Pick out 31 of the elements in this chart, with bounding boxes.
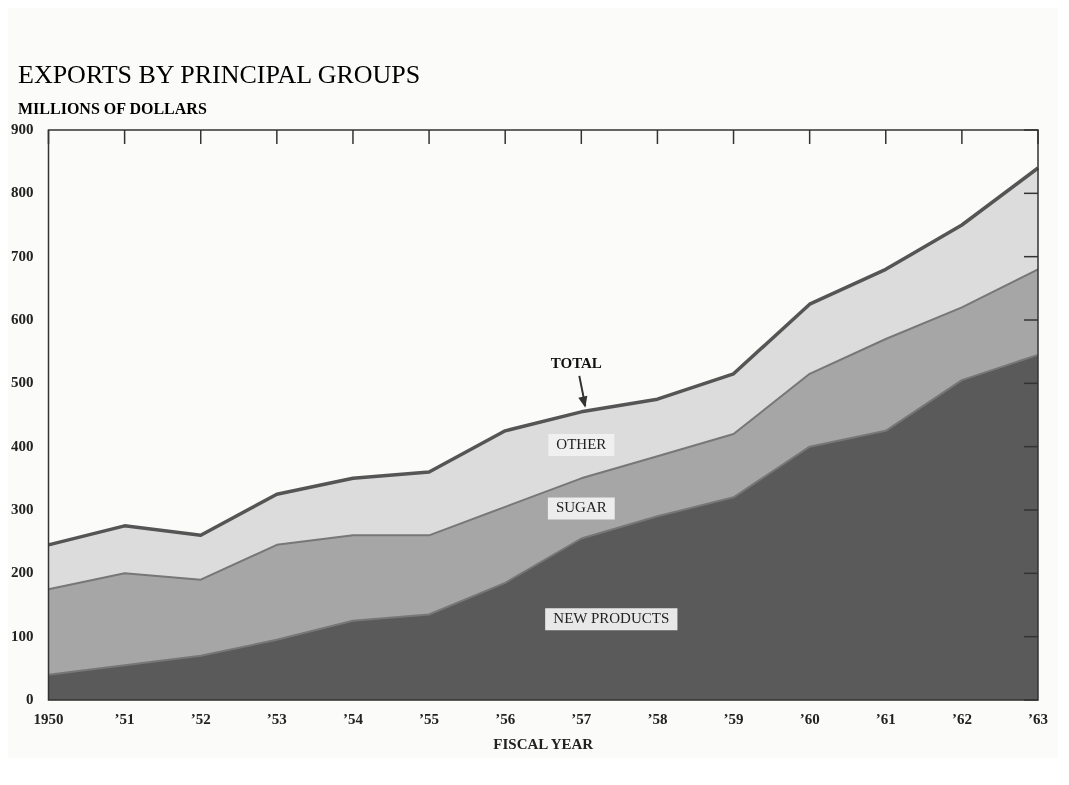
x-tick-label: ’61 [875, 710, 896, 727]
y-tick-label: 100 [11, 627, 34, 644]
x-tick-label: ’55 [419, 710, 440, 727]
x-tick-label: ’59 [723, 710, 744, 727]
y-tick-label: 300 [11, 500, 34, 517]
y-tick-label: 200 [11, 564, 34, 581]
x-tick-label: ’53 [266, 710, 287, 727]
y-tick-label: 900 [11, 120, 34, 137]
x-tick-label: ’58 [647, 710, 668, 727]
x-axis-title: FISCAL YEAR [493, 735, 594, 752]
series-label: SUGAR [555, 499, 607, 516]
y-tick-label: 700 [11, 247, 34, 264]
x-tick-label: ’56 [495, 710, 516, 727]
y-tick-label: 0 [26, 690, 34, 707]
y-tick-label: 800 [11, 184, 34, 201]
y-tick-label: 500 [11, 374, 34, 391]
chart-title: EXPORTS BY PRINCIPAL GROUPS [17, 59, 422, 90]
series-label: NEW PRODUCTS [553, 610, 670, 627]
x-tick-label: ’62 [951, 710, 972, 727]
x-tick-label: 1950 [33, 710, 64, 727]
x-tick-label: ’52 [190, 710, 211, 727]
y-axis-title: MILLIONS OF DOLLARS [17, 99, 208, 118]
x-tick-label: ’60 [799, 710, 820, 727]
y-tick-label: 400 [11, 437, 34, 454]
series-label: OTHER [556, 436, 607, 453]
y-tick-label: 600 [11, 310, 34, 327]
x-tick-label: ’57 [571, 710, 592, 727]
x-tick-label: ’54 [342, 710, 364, 727]
x-tick-label: ’63 [1028, 710, 1048, 727]
annotation: TOTAL [550, 354, 602, 371]
x-tick-label: ’51 [114, 710, 135, 727]
